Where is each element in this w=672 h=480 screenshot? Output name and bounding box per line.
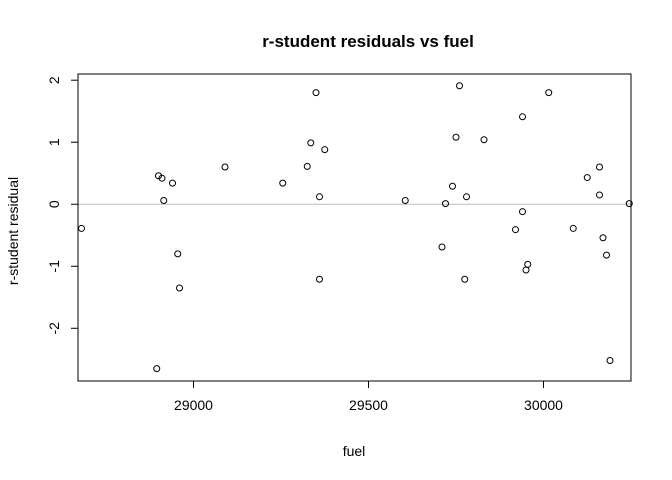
data-point-5 xyxy=(169,179,176,187)
data-point-34 xyxy=(596,191,603,199)
data-point-17 xyxy=(438,243,446,251)
data-point-22 xyxy=(461,275,469,283)
y-tick-label-1: -1 xyxy=(46,260,62,273)
data-point-32 xyxy=(583,174,591,182)
data-point-16 xyxy=(401,197,409,205)
y-axis-label: r-student residual xyxy=(5,177,21,285)
x-tick-label-2: 30000 xyxy=(524,397,563,413)
data-point-35 xyxy=(599,234,607,242)
data-point-31 xyxy=(569,224,577,232)
x-tick-label-1: 29500 xyxy=(349,397,388,413)
data-point-8 xyxy=(221,163,229,171)
data-point-38 xyxy=(625,200,633,208)
chart-title: r-student residuals vs fuel xyxy=(262,32,474,51)
data-point-27 xyxy=(519,208,526,216)
data-point-26 xyxy=(519,113,526,121)
data-point-1 xyxy=(153,365,161,373)
points-layer xyxy=(78,82,633,373)
data-point-23 xyxy=(463,193,470,201)
y-tick-label-4: 2 xyxy=(46,76,62,84)
data-point-6 xyxy=(174,250,182,258)
data-point-11 xyxy=(307,139,315,147)
data-point-14 xyxy=(316,193,323,201)
data-point-37 xyxy=(606,357,614,365)
data-point-29 xyxy=(524,260,532,268)
data-point-12 xyxy=(312,89,320,97)
data-point-21 xyxy=(456,82,463,90)
x-axis: 29000 29500 30000 xyxy=(174,380,563,413)
data-point-24 xyxy=(480,136,488,144)
data-point-4 xyxy=(160,197,168,205)
data-point-36 xyxy=(603,251,610,259)
data-point-19 xyxy=(449,182,456,190)
y-tick-label-0: -2 xyxy=(46,322,62,335)
data-point-33 xyxy=(596,163,603,171)
plot-frame xyxy=(77,73,632,382)
x-tick-label-0: 29000 xyxy=(174,397,213,413)
x-axis-label: fuel xyxy=(343,443,366,459)
y-tick-label-2: 0 xyxy=(46,200,62,208)
data-point-7 xyxy=(176,284,183,292)
data-point-13 xyxy=(316,275,323,283)
data-point-30 xyxy=(545,89,553,97)
y-axis: -2 -1 0 1 2 xyxy=(46,76,79,335)
data-point-3 xyxy=(158,174,166,182)
data-point-0 xyxy=(78,224,85,232)
data-point-9 xyxy=(279,179,287,187)
y-tick-label-3: 1 xyxy=(46,138,62,146)
data-point-25 xyxy=(512,226,519,234)
data-point-18 xyxy=(442,200,449,208)
data-point-20 xyxy=(452,133,460,141)
data-point-15 xyxy=(321,146,329,154)
data-point-10 xyxy=(303,162,311,170)
